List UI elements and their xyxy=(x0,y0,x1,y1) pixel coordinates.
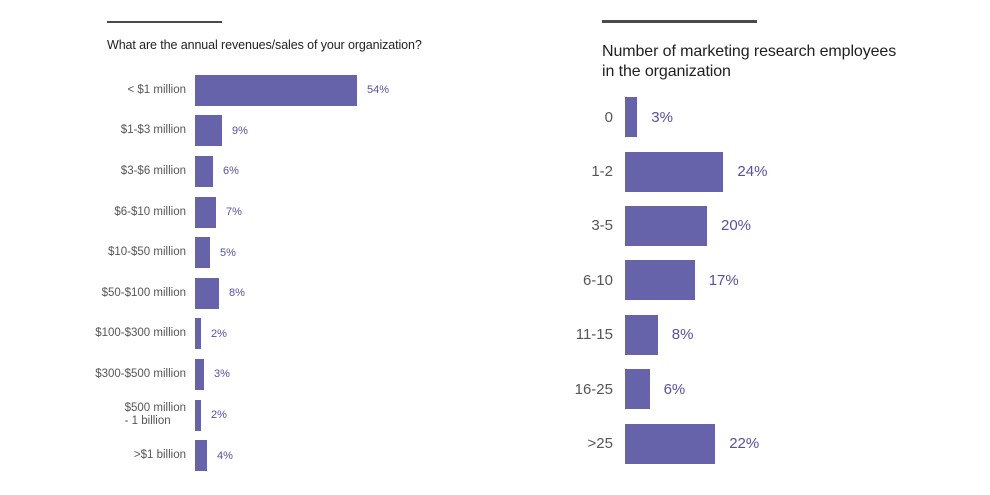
value-label: 4% xyxy=(217,449,233,462)
category-label: $1-$3 million xyxy=(120,124,186,137)
value-label: 2% xyxy=(211,327,227,340)
value-label: 8% xyxy=(229,287,245,300)
bar xyxy=(195,74,357,106)
bars-area: < $1 million 54% $1-$3 million 9% $3-$6 mill… xyxy=(84,70,389,476)
bar xyxy=(625,314,658,355)
section-rule xyxy=(107,21,222,23)
bar xyxy=(195,358,204,390)
bar-row: $50-$100 million 8% xyxy=(84,273,389,314)
value-label: 3% xyxy=(214,368,230,381)
value-label: 6% xyxy=(223,165,239,178)
bar-row: >$1 billion 4% xyxy=(84,435,389,476)
bar xyxy=(625,205,707,246)
chart-title: What are the annual revenues/sales of yo… xyxy=(107,38,422,52)
bar-row: 6-10 17% xyxy=(560,253,767,307)
bar-row: 0 3% xyxy=(560,90,767,144)
category-label: $3-$6 million xyxy=(120,164,186,177)
category-label: 6-10 xyxy=(582,271,613,289)
bar-row: $500 million - 1 billion 2% xyxy=(84,395,389,436)
value-label: 7% xyxy=(226,206,242,219)
bar xyxy=(625,97,638,138)
bar-row: $3-$6 million 6% xyxy=(84,151,389,192)
value-label: 54% xyxy=(367,84,390,97)
section-rule xyxy=(602,20,757,23)
category-label: >25 xyxy=(587,435,613,453)
category-label: >$1 billion xyxy=(133,449,186,462)
category-label: $100-$300 million xyxy=(95,327,186,340)
bar-row: $100-$300 million 2% xyxy=(84,314,389,355)
bar xyxy=(625,369,650,410)
chart-title: Number of marketing research employees i… xyxy=(602,43,897,80)
bar-row: 1-2 24% xyxy=(560,144,767,198)
bar-row: < $1 million 54% xyxy=(84,70,389,111)
bar-row: $1-$3 million 9% xyxy=(84,111,389,152)
bar xyxy=(625,151,724,192)
bar xyxy=(625,260,695,301)
bar xyxy=(195,399,201,431)
bar-row: >25 22% xyxy=(560,416,767,470)
bar-row: 16-25 6% xyxy=(560,362,767,416)
bar-row: 11-15 8% xyxy=(560,308,767,362)
value-label: 24% xyxy=(737,163,768,181)
category-label: 0 xyxy=(604,108,613,126)
bar xyxy=(195,237,210,269)
bar-row: $6-$10 million 7% xyxy=(84,192,389,233)
bar xyxy=(195,196,216,228)
value-label: 22% xyxy=(729,435,760,453)
value-label: 9% xyxy=(232,124,248,137)
value-label: 20% xyxy=(721,217,752,235)
value-label: 3% xyxy=(651,108,673,126)
bars-area: 0 3% 1-2 24% 3-5 20% 6-10 17% 11-15 8% 16-25 6% >25 2… xyxy=(560,90,767,471)
category-label: $50-$100 million xyxy=(101,286,186,299)
category-label: 11-15 xyxy=(575,326,613,344)
value-label: 6% xyxy=(663,380,686,398)
category-label: $10-$50 million xyxy=(108,246,186,259)
value-label: 17% xyxy=(708,271,739,289)
category-label: 1-2 xyxy=(591,163,613,181)
category-label: 16-25 xyxy=(574,380,613,398)
value-label: 8% xyxy=(671,326,694,344)
bar xyxy=(195,115,222,147)
bar-row: $10-$50 million 5% xyxy=(84,232,389,273)
bar xyxy=(195,318,201,350)
category-label: $6-$10 million xyxy=(114,205,186,218)
category-label: 3-5 xyxy=(591,217,613,235)
category-label: $300-$500 million xyxy=(95,367,186,380)
value-label: 2% xyxy=(211,409,227,422)
bar xyxy=(195,440,207,472)
bar xyxy=(195,155,213,187)
category-label: $500 million - 1 billion xyxy=(124,402,186,428)
category-label: < $1 million xyxy=(127,83,187,96)
bar-row: $300-$500 million 3% xyxy=(84,354,389,395)
value-label: 5% xyxy=(220,246,236,259)
bar xyxy=(195,277,219,309)
bar xyxy=(625,423,716,464)
bar-row: 3-5 20% xyxy=(560,199,767,253)
